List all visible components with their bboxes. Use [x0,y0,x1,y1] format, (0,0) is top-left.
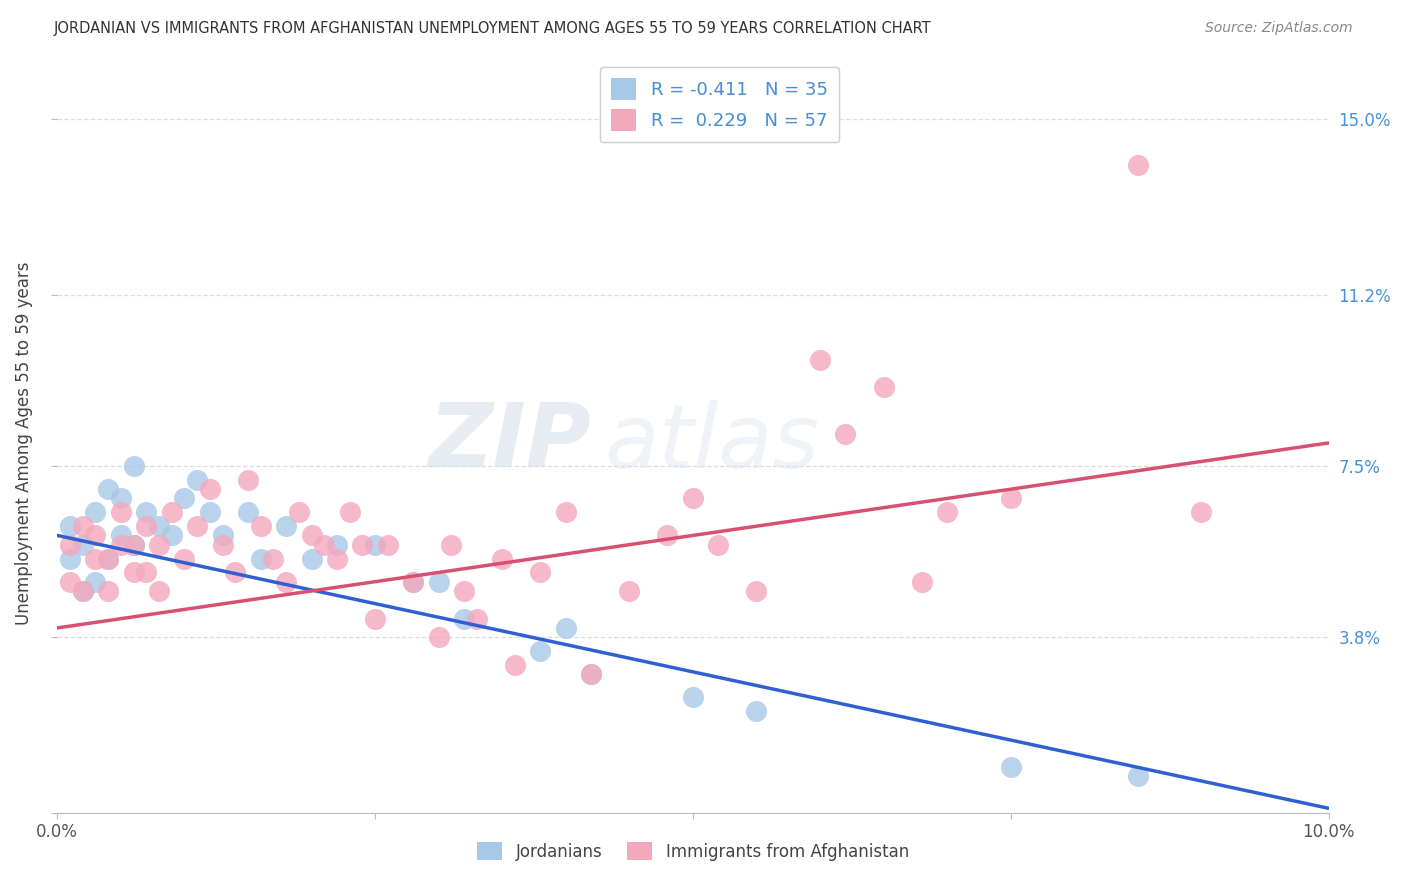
Point [84,528,107,542]
Point [352,538,374,552]
Point [427,574,450,589]
Point [402,574,425,589]
Point [364,612,387,626]
Point [198,505,221,519]
Point [59,519,82,533]
Point [453,583,475,598]
Point [301,551,323,566]
Point [148,519,170,533]
Text: JORDANIAN VS IMMIGRANTS FROM AFGHANISTAN UNEMPLOYMENT AMONG AGES 55 TO 59 YEARS : JORDANIAN VS IMMIGRANTS FROM AFGHANISTAN… [53,21,931,36]
Point [72,583,94,598]
Point [173,491,195,506]
Point [148,583,170,598]
Point [1000,759,1022,773]
Point [97,482,120,496]
Point [84,574,107,589]
Point [326,538,349,552]
Point [160,528,183,542]
Point [1126,769,1149,783]
Point [135,566,157,580]
Point [236,473,259,487]
Point [682,491,704,506]
Point [211,528,233,542]
Point [236,505,259,519]
Point [503,657,526,672]
Point [249,551,271,566]
Point [326,551,349,566]
Point [529,566,551,580]
Text: Source: ZipAtlas.com: Source: ZipAtlas.com [1205,21,1353,35]
Point [198,482,221,496]
Point [110,538,132,552]
Point [97,551,120,566]
Point [122,566,145,580]
Point [72,519,94,533]
Point [288,505,311,519]
Point [554,505,576,519]
Point [529,644,551,658]
Point [339,505,361,519]
Point [707,538,730,552]
Point [276,574,298,589]
Point [554,621,576,635]
Point [745,583,768,598]
Point [135,505,157,519]
Point [834,426,856,441]
Point [122,538,145,552]
Point [364,538,387,552]
Point [911,574,934,589]
Point [377,538,399,552]
Point [465,612,488,626]
Point [657,528,679,542]
Point [301,528,323,542]
Point [276,519,298,533]
Point [59,574,82,589]
Point [122,458,145,473]
Legend: R = -0.411   N = 35, R =  0.229   N = 57: R = -0.411 N = 35, R = 0.229 N = 57 [600,67,838,142]
Point [314,538,336,552]
Point [59,551,82,566]
Point [173,551,195,566]
Point [262,551,284,566]
Point [440,538,463,552]
Point [97,551,120,566]
Point [186,519,208,533]
Point [402,574,425,589]
Point [808,352,831,367]
Point [427,630,450,644]
Point [224,566,246,580]
Point [97,583,120,598]
Text: ZIP: ZIP [429,400,591,486]
Point [110,528,132,542]
Point [745,704,768,718]
Point [249,519,271,533]
Point [579,667,602,681]
Point [160,505,183,519]
Point [186,473,208,487]
Point [148,538,170,552]
Point [110,505,132,519]
Point [1189,505,1212,519]
Point [59,538,82,552]
Point [579,667,602,681]
Point [619,583,641,598]
Point [211,538,233,552]
Point [682,690,704,705]
Point [1126,159,1149,173]
Point [110,491,132,506]
Point [122,538,145,552]
Point [72,583,94,598]
Point [84,505,107,519]
Point [84,551,107,566]
Point [491,551,513,566]
Point [135,519,157,533]
Point [872,380,894,394]
Point [1000,491,1022,506]
Point [936,505,959,519]
Point [72,538,94,552]
Text: atlas: atlas [605,400,818,486]
Y-axis label: Unemployment Among Ages 55 to 59 years: Unemployment Among Ages 55 to 59 years [15,261,32,624]
Point [453,612,475,626]
